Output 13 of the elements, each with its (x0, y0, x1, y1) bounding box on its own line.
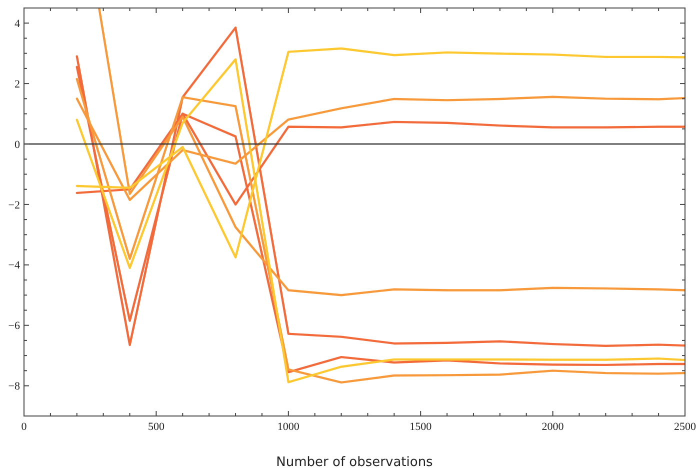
x-tick-label: 500 (148, 421, 165, 433)
y-tick-label: 0 (14, 138, 20, 151)
y-tick-label: 2 (14, 78, 20, 90)
x-tick-label: 2500 (674, 421, 696, 433)
x-tick-label: 1000 (277, 421, 300, 433)
y-tick-label: −2 (8, 199, 20, 212)
x-axis-title: Number of observations (276, 455, 434, 470)
y-tick-label: −4 (8, 260, 20, 272)
x-tick-label: 2000 (542, 421, 564, 433)
x-tick-label: 1500 (410, 421, 432, 433)
y-tick-label: 4 (14, 18, 20, 30)
y-tick-label: −6 (8, 320, 20, 332)
y-tick-label: −8 (8, 380, 20, 393)
